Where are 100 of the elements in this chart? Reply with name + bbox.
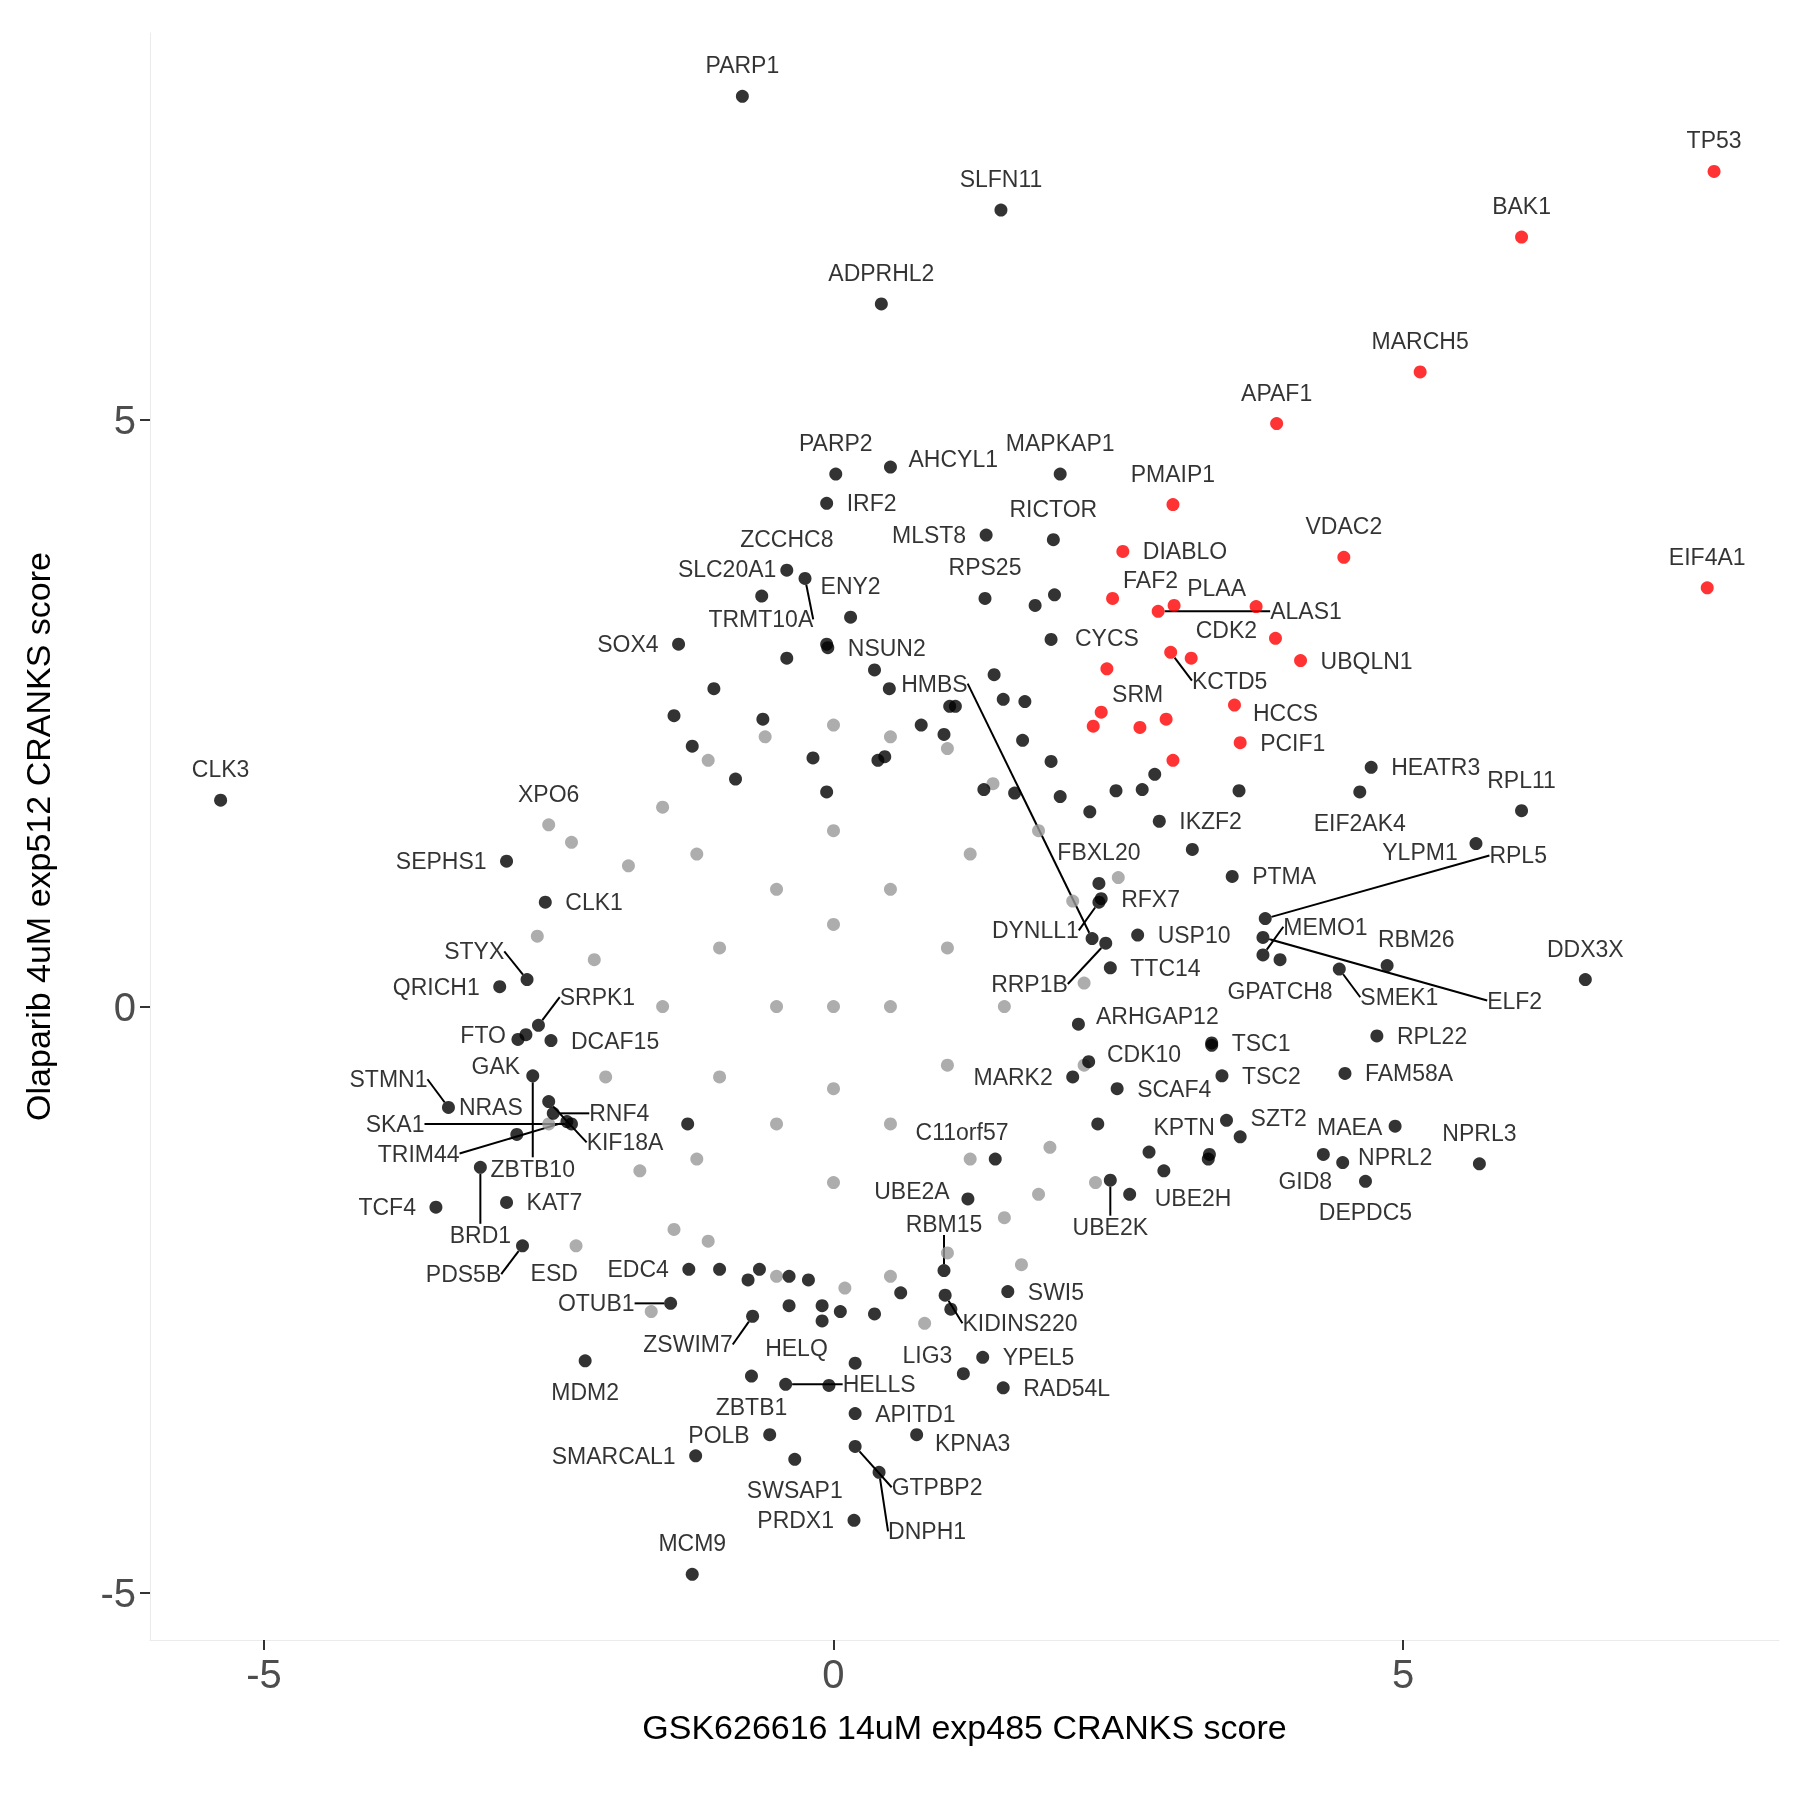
point	[770, 882, 784, 896]
data-label: TCF4	[358, 1194, 417, 1221]
data-label: ZBTB10	[490, 1155, 575, 1182]
point	[758, 730, 772, 744]
point	[1700, 581, 1714, 595]
data-label: EIF2AK4	[1313, 809, 1407, 836]
point	[1707, 164, 1721, 178]
point	[997, 1000, 1011, 1014]
data-label: RBM15	[905, 1210, 983, 1237]
point	[542, 1117, 556, 1131]
point	[1249, 600, 1263, 614]
data-label: CLK1	[565, 889, 623, 916]
data-label: TRIM44	[377, 1140, 460, 1167]
data-label: KIDINS220	[962, 1310, 1078, 1337]
data-label: BRD1	[449, 1222, 512, 1249]
data-label: PARP2	[798, 430, 873, 457]
data-label: RNF4	[589, 1100, 650, 1127]
data-label: RPL5	[1489, 842, 1547, 869]
point	[1515, 230, 1529, 244]
point	[1269, 631, 1282, 645]
point	[1066, 894, 1080, 908]
data-label: SLC20A1	[677, 556, 777, 583]
data-label: NRAS	[458, 1094, 523, 1121]
data-label: ALAS1	[1270, 598, 1342, 625]
data-label: RBM26	[1377, 925, 1455, 952]
point	[918, 1316, 932, 1330]
data-label: USP10	[1157, 922, 1231, 949]
x-tick-label: 5	[1391, 1652, 1415, 1696]
data-label: PDS5B	[425, 1261, 502, 1288]
point	[1184, 651, 1198, 665]
data-label: ZSWIM7	[643, 1331, 733, 1358]
data-label: HMBS	[901, 670, 968, 697]
data-label: ARHGAP12	[1095, 1003, 1219, 1030]
point	[940, 1058, 954, 1072]
point	[713, 941, 727, 955]
point	[633, 1164, 647, 1178]
data-label: DCAF15	[570, 1027, 660, 1054]
data-label: RFX7	[1121, 885, 1180, 912]
data-label: POLB	[688, 1421, 750, 1448]
point	[1270, 417, 1284, 431]
data-label: HEATR3	[1391, 754, 1481, 781]
data-label: RICTOR	[1009, 495, 1098, 522]
point	[1111, 871, 1125, 885]
data-label: KPNA3	[934, 1429, 1011, 1456]
point	[827, 718, 840, 732]
data-label: SEPHS1	[395, 848, 487, 875]
point	[667, 1222, 681, 1236]
data-label: MARCH5	[1371, 327, 1469, 354]
point	[1094, 705, 1108, 719]
point	[1032, 824, 1046, 838]
data-label: APITD1	[875, 1400, 956, 1427]
data-label: C11orf57	[915, 1119, 1009, 1146]
data-label: EDC4	[607, 1256, 670, 1283]
point	[569, 1239, 583, 1253]
point	[838, 1281, 852, 1295]
point	[1106, 591, 1120, 605]
data-label: MLST8	[892, 522, 967, 549]
data-label: GPATCH8	[1227, 977, 1333, 1004]
data-label: CLK3	[191, 756, 250, 783]
point	[1077, 976, 1091, 990]
data-label: PCIF1	[1260, 729, 1326, 756]
point	[701, 753, 715, 767]
data-label: CYCS	[1074, 624, 1139, 651]
data-label: IKZF2	[1179, 808, 1242, 835]
point	[827, 1082, 840, 1096]
point	[1294, 654, 1308, 668]
data-label: GTPBP2	[891, 1474, 983, 1501]
data-label: GAK	[471, 1053, 521, 1080]
point	[827, 824, 840, 838]
point	[1151, 604, 1165, 618]
point	[827, 917, 840, 931]
data-label: FAM58A	[1364, 1060, 1454, 1087]
data-label: CDK2	[1195, 617, 1258, 644]
x-tick-label: 0	[822, 1652, 845, 1696]
data-label: GID8	[1278, 1168, 1333, 1195]
data-label: SWSAP1	[746, 1477, 843, 1504]
point	[997, 1211, 1011, 1225]
data-label: ELF2	[1487, 987, 1543, 1014]
data-label: SWI5	[1027, 1278, 1085, 1305]
data-label: ENY2	[820, 573, 881, 600]
data-label: CDK10	[1106, 1040, 1182, 1067]
data-label: APAF1	[1241, 379, 1313, 406]
point	[883, 730, 897, 744]
data-label: IRF2	[846, 490, 897, 517]
data-label: STMN1	[349, 1066, 428, 1093]
data-label: UBE2A	[874, 1177, 951, 1204]
data-label: OTUB1	[557, 1290, 635, 1317]
data-label: VDAC2	[1305, 513, 1383, 540]
data-label: MEMO1	[1283, 913, 1368, 940]
data-label: UBE2K	[1072, 1214, 1149, 1241]
data-label: ZBTB1	[715, 1394, 788, 1421]
data-label: SCAF4	[1137, 1075, 1212, 1102]
data-label: SLFN11	[959, 166, 1043, 193]
point	[1116, 544, 1130, 558]
data-label: DDX3X	[1546, 935, 1624, 962]
data-label: TP53	[1686, 127, 1742, 154]
y-tick-label: 0	[113, 984, 136, 1029]
data-label: KCTD5	[1191, 667, 1268, 694]
data-label: SRM	[1112, 680, 1164, 707]
point	[1100, 662, 1114, 676]
